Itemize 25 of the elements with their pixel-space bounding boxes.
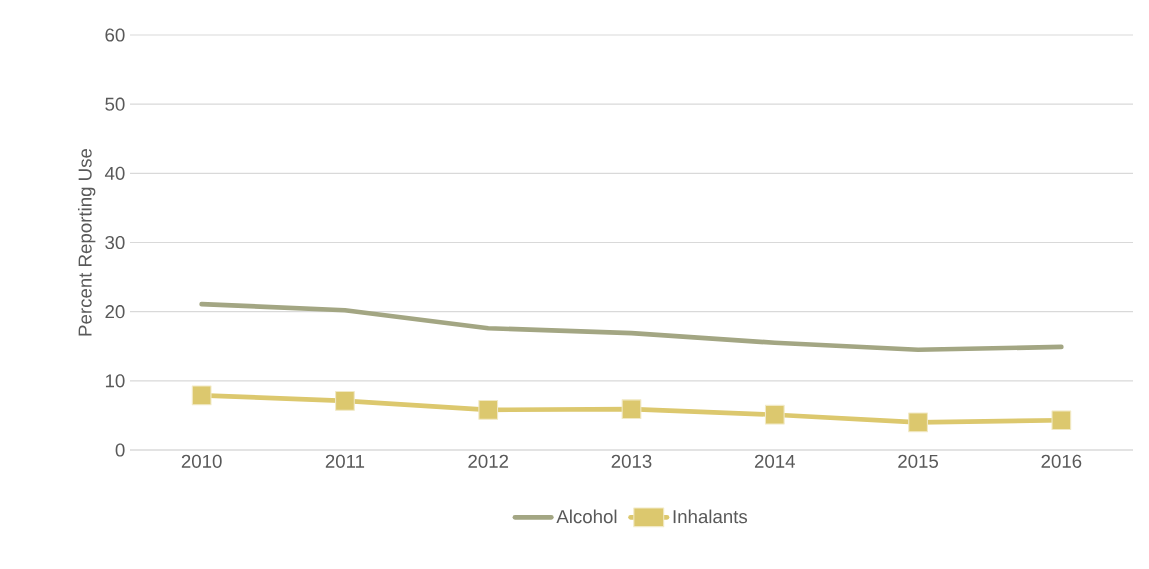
point xyxy=(191,385,212,406)
y-tick-label: 0 xyxy=(115,443,125,457)
y-tick-label: 30 xyxy=(105,235,125,250)
point xyxy=(478,400,499,420)
legend-label: Inhalants xyxy=(673,509,748,524)
x-tick-label: 2012 xyxy=(468,454,509,468)
y-tick-label: 50 xyxy=(105,97,125,111)
x-tick-label: 2010 xyxy=(181,454,222,468)
y-tick-label: 60 xyxy=(105,28,125,42)
x-tick-label: 2015 xyxy=(898,454,939,468)
x-tick-label: 2014 xyxy=(754,454,795,468)
point xyxy=(335,391,355,411)
y-axis-title: Percent Reporting Use xyxy=(77,148,96,336)
point xyxy=(621,399,642,420)
point xyxy=(908,412,928,433)
y-tick-label: 20 xyxy=(105,305,125,319)
point xyxy=(1051,410,1072,431)
line-series xyxy=(199,301,1064,353)
x-tick-label: 2013 xyxy=(611,454,652,468)
y-tick-label: 10 xyxy=(105,374,125,388)
x-tick-label: 2011 xyxy=(325,454,365,468)
y-tick-label: 40 xyxy=(104,166,125,180)
legend-label: Alcohol xyxy=(556,509,617,524)
x-tick-label: 2016 xyxy=(1041,454,1082,468)
point xyxy=(764,404,785,425)
